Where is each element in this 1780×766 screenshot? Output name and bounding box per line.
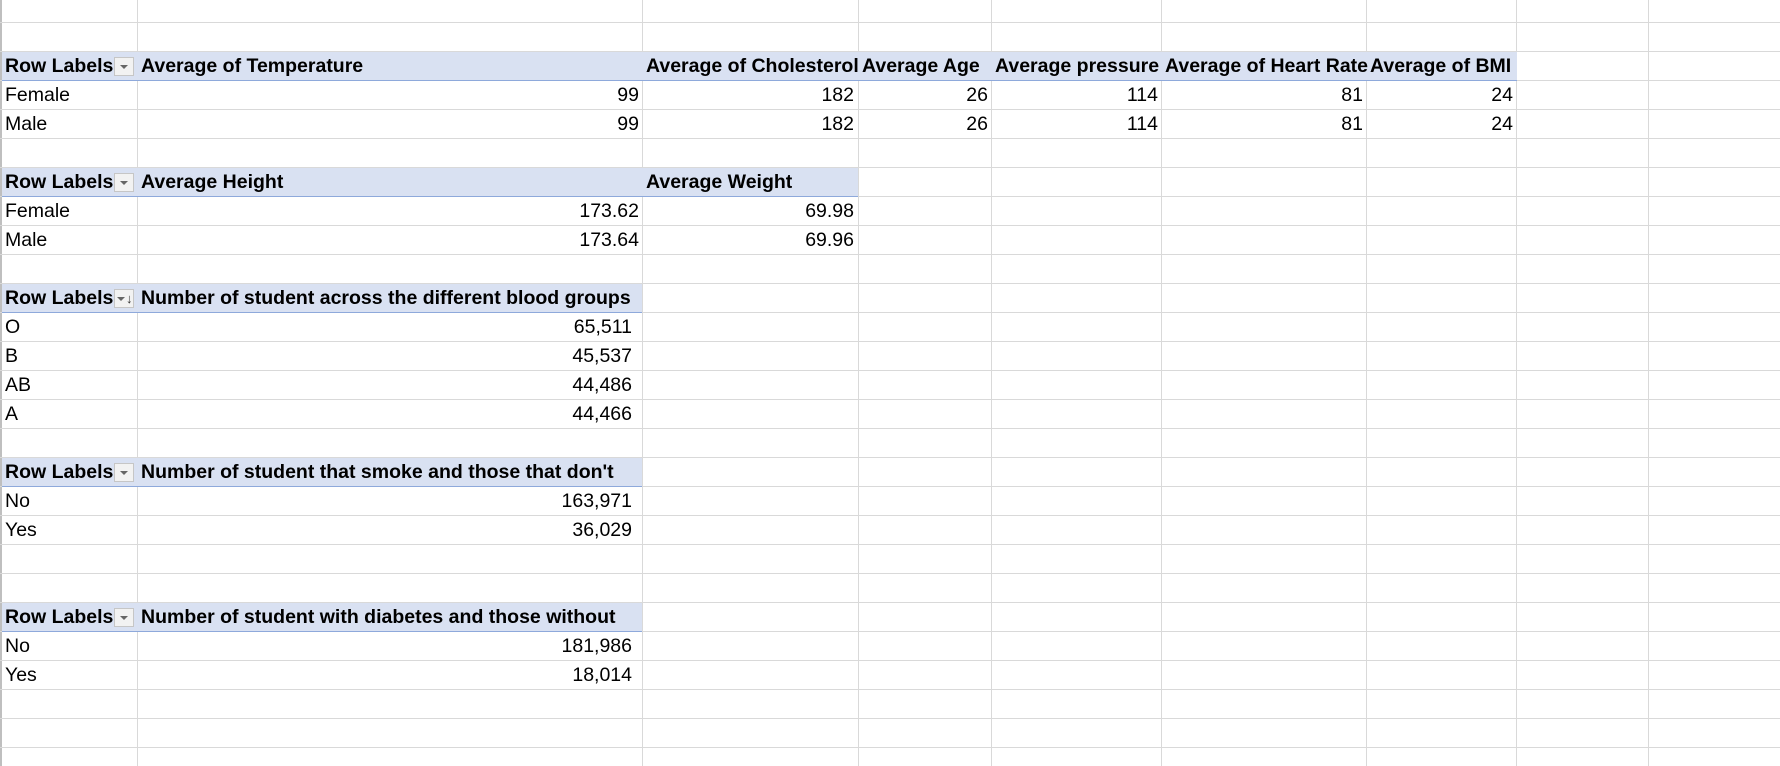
- row-label[interactable]: AB: [5, 374, 32, 396]
- cell-pressure[interactable]: 114: [1126, 113, 1158, 135]
- row-label[interactable]: Male: [5, 113, 48, 135]
- col-header-pressure[interactable]: Average pressure: [995, 55, 1160, 77]
- cell-heart-rate[interactable]: 81: [1341, 84, 1363, 106]
- cell-cholesterol[interactable]: 182: [821, 113, 854, 135]
- gridline-row: [0, 341, 1780, 342]
- pivot-header-band: [2, 52, 1517, 81]
- cell-cholesterol[interactable]: 182: [821, 84, 854, 106]
- gridline-row: [0, 457, 1780, 458]
- pivot-header-band: [2, 458, 642, 487]
- cell-count[interactable]: 44,466: [572, 403, 632, 425]
- gridline-row: [0, 225, 1780, 226]
- gridline-row: [0, 718, 1780, 719]
- sort-descending-icon[interactable]: ↓: [114, 289, 134, 308]
- gridline-row: [0, 544, 1780, 545]
- col-header-blood-count[interactable]: Number of student across the different b…: [141, 287, 631, 309]
- gridline-col: [137, 0, 138, 766]
- gridline-row: [0, 283, 1780, 284]
- row-label[interactable]: B: [5, 345, 19, 367]
- cell-count[interactable]: 163,971: [561, 490, 633, 512]
- cell-heart-rate[interactable]: 81: [1341, 113, 1363, 135]
- cell-pressure[interactable]: 114: [1126, 84, 1158, 106]
- gridline-row: [0, 573, 1780, 574]
- gridline-row: [0, 515, 1780, 516]
- filter-dropdown-icon[interactable]: [114, 608, 134, 627]
- gridline-row: [0, 22, 1780, 23]
- gridline-row: [0, 399, 1780, 400]
- cell-age[interactable]: 26: [966, 84, 988, 106]
- col-header-height[interactable]: Average Height: [141, 171, 284, 193]
- col-header-temperature[interactable]: Average of Temperature: [141, 55, 364, 77]
- sheet-left-border: [0, 0, 2, 766]
- cell-count[interactable]: 181,986: [561, 635, 633, 657]
- col-header-bmi[interactable]: Average of BMI: [1370, 55, 1512, 77]
- row-label[interactable]: Yes: [5, 519, 37, 541]
- gridline-col: [858, 0, 859, 766]
- cell-weight[interactable]: 69.96: [805, 229, 854, 251]
- cell-height[interactable]: 173.64: [579, 229, 639, 251]
- gridline-row: [0, 747, 1780, 748]
- row-label[interactable]: Male: [5, 229, 48, 251]
- row-labels-header[interactable]: Row Labels: [5, 461, 114, 483]
- col-header-age[interactable]: Average Age: [862, 55, 980, 77]
- pivot-header-band: [2, 284, 642, 313]
- col-header-cholesterol[interactable]: Average of Cholesterol: [646, 55, 859, 77]
- gridline-row: [0, 370, 1780, 371]
- row-label[interactable]: Female: [5, 200, 71, 222]
- cell-temperature[interactable]: 99: [617, 84, 639, 106]
- gridline-row: [0, 486, 1780, 487]
- gridline-row: [0, 51, 1780, 52]
- cell-age[interactable]: 26: [966, 113, 988, 135]
- gridline-row: [0, 428, 1780, 429]
- filter-dropdown-icon[interactable]: [114, 173, 134, 192]
- filter-dropdown-icon[interactable]: [114, 57, 134, 76]
- row-label[interactable]: No: [5, 635, 30, 657]
- cell-count[interactable]: 44,486: [572, 374, 632, 396]
- gridline-row: [0, 631, 1780, 632]
- cell-count[interactable]: 18,014: [572, 664, 632, 686]
- pivot-header-band: [2, 168, 858, 197]
- gridline-row: [0, 167, 1780, 168]
- gridline-col: [1366, 0, 1367, 766]
- gridline-col: [1648, 0, 1649, 766]
- row-labels-header[interactable]: Row Labels: [5, 55, 114, 77]
- row-label[interactable]: O: [5, 316, 21, 338]
- cell-count[interactable]: 45,537: [572, 345, 632, 367]
- col-header-diabetes-count[interactable]: Number of student with diabetes and thos…: [141, 606, 616, 628]
- gridline-col: [1161, 0, 1162, 766]
- row-label[interactable]: No: [5, 490, 30, 512]
- col-header-smoke-count[interactable]: Number of student that smoke and those t…: [141, 461, 614, 483]
- cell-bmi[interactable]: 24: [1491, 84, 1513, 106]
- gridline-col: [991, 0, 992, 766]
- gridline-row: [0, 254, 1780, 255]
- filter-dropdown-icon[interactable]: [114, 463, 134, 482]
- gridline-col: [642, 0, 643, 766]
- gridline-row: [0, 660, 1780, 661]
- col-header-heart-rate[interactable]: Average of Heart Rate: [1165, 55, 1369, 77]
- row-label[interactable]: Female: [5, 84, 71, 106]
- cell-bmi[interactable]: 24: [1491, 113, 1513, 135]
- gridline-row: [0, 602, 1780, 603]
- gridline-col: [1516, 0, 1517, 766]
- row-label[interactable]: A: [5, 403, 19, 425]
- cell-count[interactable]: 36,029: [572, 519, 632, 541]
- col-header-weight[interactable]: Average Weight: [646, 171, 793, 193]
- gridline-row: [0, 109, 1780, 110]
- cell-count[interactable]: 65,511: [573, 316, 632, 338]
- row-labels-header[interactable]: Row Labels: [5, 171, 114, 193]
- cell-weight[interactable]: 69.98: [805, 200, 854, 222]
- cell-temperature[interactable]: 99: [617, 113, 639, 135]
- gridline-row: [0, 196, 1780, 197]
- gridline-row: [0, 689, 1780, 690]
- cell-height[interactable]: 173.62: [579, 200, 639, 222]
- pivot-header-band: [2, 603, 642, 632]
- row-label[interactable]: Yes: [5, 664, 37, 686]
- gridline-row: [0, 312, 1780, 313]
- row-labels-header[interactable]: Row Labels: [5, 287, 114, 309]
- gridline-row: [0, 138, 1780, 139]
- row-labels-header[interactable]: Row Labels: [5, 606, 114, 628]
